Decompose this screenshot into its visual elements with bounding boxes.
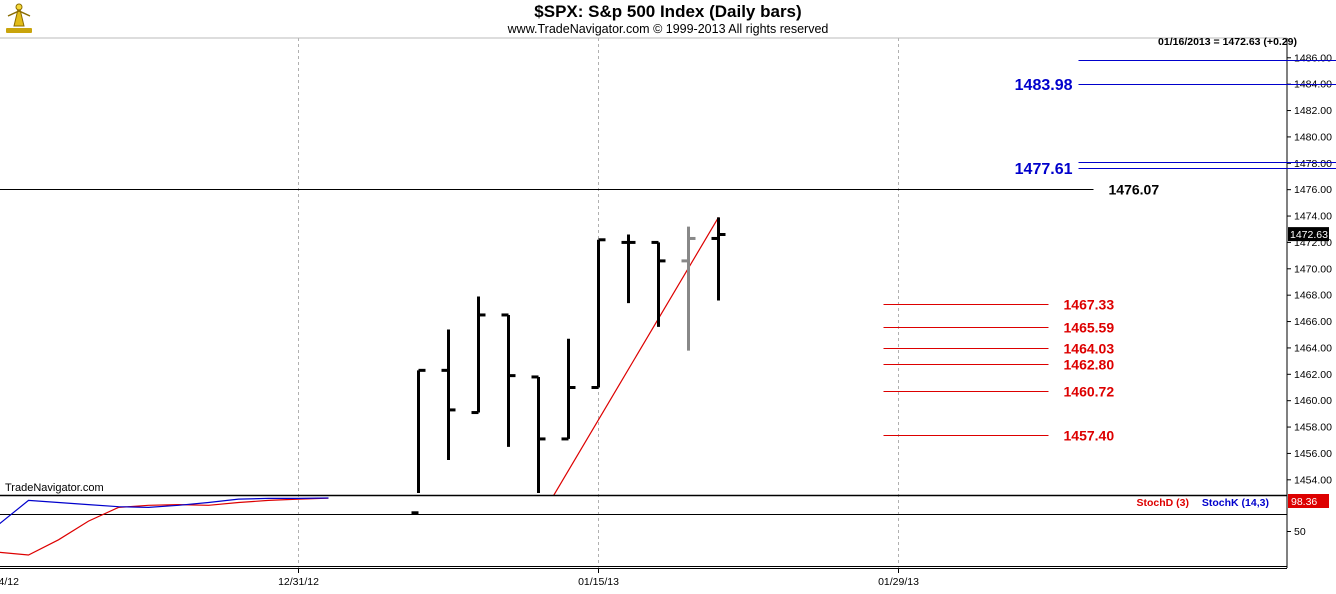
level-label: 1464.03 bbox=[1064, 340, 1115, 356]
stoch-current-box bbox=[1288, 494, 1329, 508]
level-label: 1465.59 bbox=[1064, 319, 1115, 335]
ohlc-bar bbox=[561, 338, 576, 441]
price-tick-label: 1458.00 bbox=[1294, 422, 1332, 434]
price-tick-label: 1486.00 bbox=[1294, 52, 1332, 64]
stochk-legend: StochK (14,3) bbox=[1202, 497, 1269, 509]
date-axis: 12/14/12 12/31/12 01/15/13 01/29/13 bbox=[0, 568, 1287, 588]
ohlc-bar bbox=[501, 313, 516, 447]
price-tick-label: 1480.00 bbox=[1294, 131, 1332, 143]
date-tick-label: 12/14/12 bbox=[0, 576, 19, 588]
price-tick-label: 1468.00 bbox=[1294, 290, 1332, 302]
price-tick-label: 1476.00 bbox=[1294, 184, 1332, 196]
chart-title: $SPX: S&p 500 Index (Daily bars) bbox=[534, 2, 802, 21]
price-tick-label: 1466.00 bbox=[1294, 316, 1332, 328]
chart-subtitle: www.TradeNavigator.com © 1999-2013 All r… bbox=[507, 22, 829, 36]
price-tick-label: 1478.00 bbox=[1294, 158, 1332, 170]
price-tick-label: 1462.00 bbox=[1294, 369, 1332, 381]
level-label: 1467.33 bbox=[1064, 296, 1115, 312]
date-tick-label: 01/29/13 bbox=[878, 576, 919, 588]
price-axis: 1454.00 1456.00 1458.00 1460.00 1462.00 1464.… bbox=[1287, 52, 1332, 486]
current-price-box bbox=[1288, 227, 1329, 242]
current-price-label: 1472.63 bbox=[1290, 229, 1328, 241]
price-tick-label: 1460.00 bbox=[1294, 395, 1332, 407]
price-tick-label: 1456.00 bbox=[1294, 448, 1332, 460]
date-tick-label: 12/31/12 bbox=[278, 576, 319, 588]
ohlc-bar bbox=[411, 368, 426, 515]
price-tick-label: 1454.00 bbox=[1294, 474, 1332, 486]
level-label: 1457.40 bbox=[1064, 427, 1115, 443]
price-bars bbox=[411, 217, 726, 515]
ohlc-bar bbox=[711, 217, 726, 301]
main-grid bbox=[298, 38, 899, 568]
ohlc-bar bbox=[651, 240, 666, 327]
level-label: 1483.98 bbox=[1015, 77, 1073, 94]
level-label: 1476.07 bbox=[1109, 181, 1160, 197]
date-tick-label: 01/15/13 bbox=[578, 576, 619, 588]
ohlc-bar bbox=[471, 296, 486, 415]
ohlc-bar bbox=[531, 375, 546, 493]
level-label: 1460.72 bbox=[1064, 383, 1115, 399]
stochk-line bbox=[0, 497, 329, 525]
price-axis-panel bbox=[1287, 38, 1336, 568]
price-tick-label: 1470.00 bbox=[1294, 263, 1332, 275]
price-levels: 1485.821483.981478.071477.611476.071467.… bbox=[0, 60, 1336, 443]
stochastic-panel: StochD (3) StochK (14,3) 50 98.36 bbox=[0, 494, 1329, 567]
trendline bbox=[552, 217, 720, 496]
level-label: 1477.61 bbox=[1015, 161, 1073, 178]
trendline-layer bbox=[552, 217, 720, 496]
price-tick-label: 1482.00 bbox=[1294, 105, 1332, 117]
ohlc-bar bbox=[621, 234, 636, 304]
stoch-tick-label: 50 bbox=[1294, 526, 1306, 538]
stochd-legend: StochD (3) bbox=[1137, 497, 1190, 509]
ohlc-bar bbox=[591, 238, 606, 389]
info-readout: 01/16/2013 = 1472.63 (+0.29) bbox=[1158, 36, 1297, 48]
watermark-text: TradeNavigator.com bbox=[5, 482, 104, 494]
ohlc-bar bbox=[441, 329, 456, 461]
stoch-current-label: 98.36 bbox=[1291, 496, 1317, 508]
price-tick-label: 1474.00 bbox=[1294, 211, 1332, 223]
ohlc-bar bbox=[681, 226, 696, 351]
tradenavigator-logo-icon bbox=[6, 3, 32, 33]
stochd-line bbox=[0, 497, 329, 556]
level-label: 1462.80 bbox=[1064, 356, 1115, 372]
price-tick-label: 1464.00 bbox=[1294, 342, 1332, 354]
